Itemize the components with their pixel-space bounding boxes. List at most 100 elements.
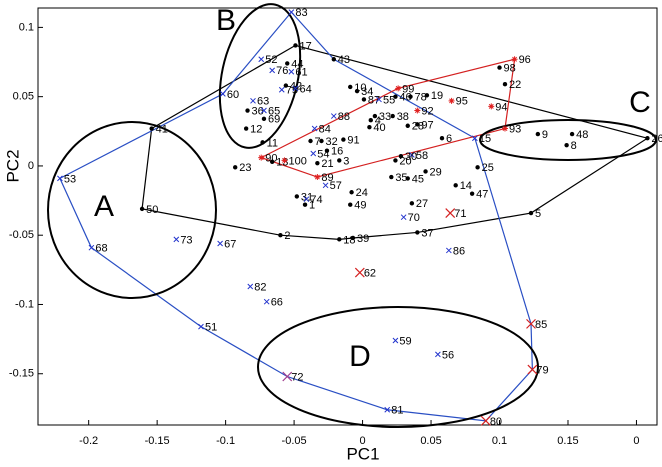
point [308,138,313,144]
point-label: 3 [343,155,349,167]
point [392,337,399,344]
point-label: 94 [495,101,507,113]
x-tick-label: 0 [633,435,639,447]
point-label: 7 [315,136,321,148]
point [354,267,365,278]
point-label: 81 [391,405,403,417]
point [288,9,295,16]
point-label: 41 [156,123,168,135]
point-label: 49 [354,200,366,212]
point-label: 55 [383,94,395,106]
point [261,107,267,114]
x-tick-label: 0.1 [492,435,507,447]
point [439,136,445,141]
y-tick-label: 0 [28,160,34,172]
point [453,183,458,188]
x-tick-label: -0.05 [282,435,307,447]
point-label: 24 [356,187,368,199]
x-tick-label: -0.2 [79,435,98,447]
point-label: 2 [284,230,290,242]
point-label: 18 [343,234,355,246]
point-label: 58 [416,150,428,162]
point-label: 67 [224,238,236,250]
point [445,247,452,254]
point [389,174,394,180]
y-tick-label: 0.1 [19,21,34,33]
point [324,148,330,153]
y-tick-label: -0.15 [9,368,34,380]
point-label: 96 [519,54,531,66]
point [405,176,410,181]
point [303,196,310,203]
point [415,230,420,235]
point [315,160,320,166]
hull [141,44,649,240]
point-label: 83 [295,7,307,19]
point-label: 26 [651,133,662,145]
point [198,323,204,330]
x-tick-label: 0 [360,435,366,447]
point [261,116,267,122]
point [488,103,495,110]
point [302,202,308,207]
point-label: 22 [509,79,521,91]
point [423,169,428,174]
point-label: 65 [268,105,280,117]
y-tick-label: 0.05 [13,91,34,103]
point-label: 73 [180,234,192,246]
point-label: 86 [453,245,465,257]
point [367,124,372,130]
point [269,67,276,74]
point-label: 57 [330,180,342,192]
point-label: 66 [271,297,283,309]
x-tick-label: 0.15 [557,435,578,447]
point-label: 78 [414,92,426,104]
point [393,158,398,163]
point-label: 20 [399,155,411,167]
point [497,65,502,70]
point [310,150,317,157]
point [243,126,249,131]
point-label: 28 [412,121,424,133]
point-label: 53 [64,173,76,185]
point-label: 100 [289,155,307,167]
point [341,137,346,142]
point-label: 38 [397,111,409,123]
point-label: 91 [347,135,359,147]
point-label: 71 [454,208,466,220]
x-tick-label: -0.1 [216,435,235,447]
point-label: 16 [331,146,343,158]
point-label: 74 [310,194,322,206]
x-tick-label: -0.15 [145,435,170,447]
group-label: A [94,190,114,223]
point [285,61,290,66]
point [233,165,238,170]
point [245,108,250,113]
point-label: 39 [357,233,369,245]
point [475,165,480,170]
y-tick-label: -0.05 [9,229,34,241]
point [409,201,415,206]
point-label: 79 [536,364,548,376]
point-label: 11 [267,137,278,149]
group-ellipse [47,121,217,299]
point [330,113,337,119]
point [348,202,353,207]
point [258,56,265,63]
point-label: 8 [571,140,577,152]
point [424,93,430,98]
point-label: 61 [295,67,307,79]
point-label: 89 [321,172,333,184]
point [247,283,254,290]
point [527,364,538,375]
group-ellipse [479,119,657,161]
point [415,122,420,127]
point-label: 27 [416,198,428,210]
point [535,131,541,137]
point [526,318,536,329]
point [511,56,518,63]
point [278,86,285,93]
point [393,94,398,99]
point [281,157,288,164]
point [400,214,407,221]
